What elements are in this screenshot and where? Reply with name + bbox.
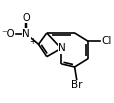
Text: Cl: Cl — [101, 36, 111, 46]
Text: N: N — [58, 43, 66, 53]
Text: +: + — [29, 37, 35, 46]
Text: N: N — [22, 29, 30, 39]
Text: O: O — [22, 13, 30, 23]
Text: ⁻O: ⁻O — [1, 29, 15, 39]
Text: Br: Br — [70, 80, 82, 90]
